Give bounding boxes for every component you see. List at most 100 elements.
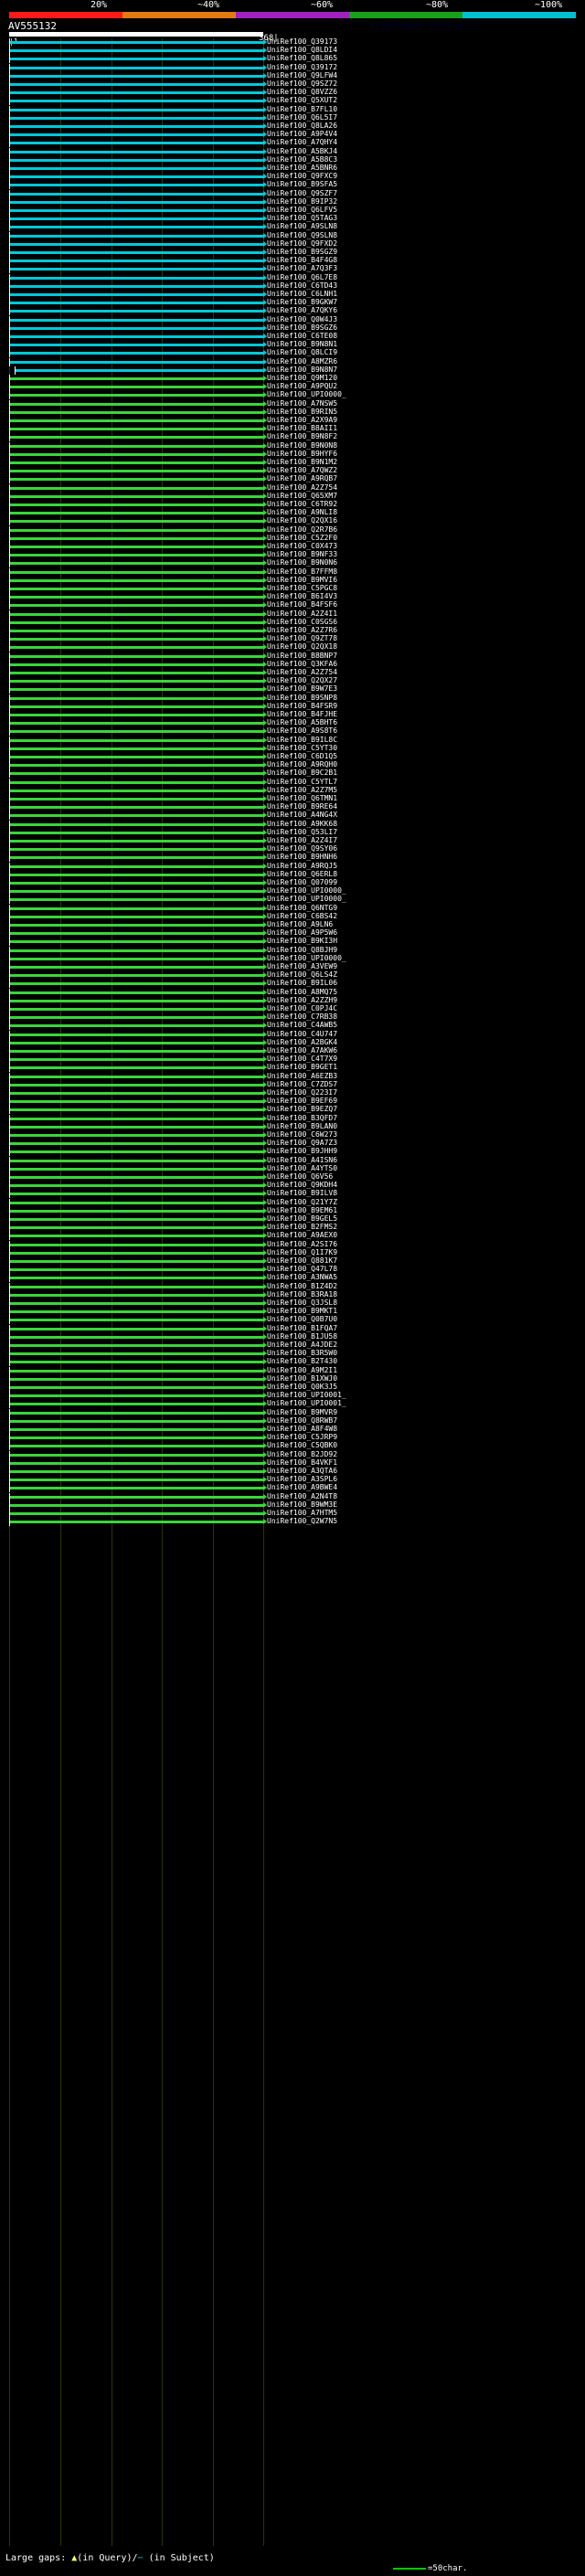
hsp-bar[interactable]: [9, 251, 263, 254]
hit-track[interactable]: [9, 223, 263, 232]
hit-track[interactable]: [9, 1383, 263, 1392]
hit-row[interactable]: UniRef100_B9EZQ7: [0, 1105, 585, 1115]
hit-track[interactable]: [9, 971, 263, 981]
hit-track[interactable]: [9, 669, 263, 677]
hit-row[interactable]: UniRef100_B4VKF1: [0, 1458, 585, 1468]
hit-track[interactable]: [9, 1106, 263, 1115]
hit-track[interactable]: [9, 459, 263, 467]
hit-row[interactable]: UniRef100_A4NG4X: [0, 811, 585, 821]
hit-track[interactable]: [9, 273, 263, 282]
hit-label[interactable]: UniRef100_B9N8F2: [267, 432, 338, 441]
hsp-bar[interactable]: [9, 1386, 263, 1389]
hit-track[interactable]: [9, 1374, 263, 1383]
hit-label[interactable]: UniRef100_B9HNH6: [267, 853, 338, 862]
hit-label[interactable]: UniRef100_A9LN6: [267, 920, 334, 928]
hit-track[interactable]: [9, 685, 263, 694]
hit-track[interactable]: [9, 501, 263, 509]
hit-row[interactable]: UniRef100_A9RQB7: [0, 474, 585, 484]
hsp-bar[interactable]: [9, 714, 263, 716]
hit-row[interactable]: UniRef100_B9KI3H: [0, 937, 585, 947]
hsp-bar[interactable]: [9, 738, 263, 742]
hit-label[interactable]: UniRef100_A8MQ75: [267, 987, 338, 996]
hsp-bar[interactable]: [9, 1075, 263, 1078]
hit-track[interactable]: [9, 736, 263, 745]
hit-row[interactable]: UniRef100_B6I4V3: [0, 592, 585, 602]
hsp-bar[interactable]: [9, 302, 263, 305]
hit-track[interactable]: [9, 1198, 263, 1207]
hit-label[interactable]: UniRef100_B9N1M2: [267, 458, 338, 466]
hsp-bar[interactable]: [9, 1159, 263, 1162]
hit-row[interactable]: UniRef100_Q6L5I7: [0, 112, 585, 122]
hit-label[interactable]: UniRef100_A9RQJ5: [267, 861, 338, 870]
hit-label[interactable]: UniRef100_B4VKF1: [267, 1458, 338, 1467]
hit-row[interactable]: UniRef100_Q8VZZ6: [0, 88, 585, 98]
hit-row[interactable]: UniRef100_B9W7E3: [0, 684, 585, 694]
hit-row[interactable]: UniRef100_Q8RWB7: [0, 1416, 585, 1426]
hit-label[interactable]: UniRef100_A9PQU2: [267, 382, 338, 391]
hit-row[interactable]: UniRef100_C4T7X9: [0, 1055, 585, 1065]
hsp-bar[interactable]: [9, 1176, 263, 1179]
hit-label[interactable]: UniRef100_Q53LI7: [267, 827, 338, 836]
hit-row[interactable]: UniRef100_B9N0N6: [0, 558, 585, 568]
hit-row[interactable]: UniRef100_C0SGS6: [0, 618, 585, 627]
hit-label[interactable]: UniRef100_B9N8N7: [267, 365, 338, 374]
hit-label[interactable]: UniRef100_C7RB38: [267, 1012, 338, 1022]
hit-row[interactable]: UniRef100_B9RE64: [0, 802, 585, 812]
hsp-bar[interactable]: [9, 1403, 263, 1406]
hit-label[interactable]: UniRef100_A8F4W8: [267, 1425, 338, 1433]
hit-track[interactable]: [9, 677, 263, 686]
hit-label[interactable]: UniRef100_C5QBK0: [267, 1441, 338, 1450]
hit-label[interactable]: UniRef100_B9N8N1: [267, 340, 338, 349]
hit-track[interactable]: [9, 635, 263, 644]
hit-track[interactable]: [9, 601, 263, 610]
hit-row[interactable]: UniRef100_A5BKJ4: [0, 146, 585, 156]
hit-track[interactable]: [9, 1476, 263, 1485]
hit-track[interactable]: [9, 450, 263, 459]
hsp-bar[interactable]: [9, 1461, 263, 1465]
hit-track[interactable]: [9, 1257, 263, 1266]
hit-row[interactable]: UniRef100_B2FMS2: [0, 1223, 585, 1233]
hit-track[interactable]: [9, 357, 263, 366]
hsp-bar[interactable]: [9, 226, 263, 229]
hit-label[interactable]: UniRef100_C5Z2F0: [267, 533, 338, 542]
hit-track[interactable]: [9, 1240, 263, 1249]
hit-label[interactable]: UniRef100_Q39172: [267, 62, 338, 71]
hsp-bar[interactable]: [9, 915, 263, 918]
hsp-bar[interactable]: [9, 268, 263, 271]
hit-track[interactable]: [9, 341, 263, 350]
hit-label[interactable]: UniRef100_A4ISN6: [267, 1155, 338, 1164]
hit-row[interactable]: UniRef100_Q9SZF7: [0, 189, 585, 198]
hit-row[interactable]: UniRef100_Q1I7K9: [0, 1248, 585, 1257]
hit-label[interactable]: UniRef100_B9IL8C: [267, 735, 338, 744]
hit-row[interactable]: UniRef100_A2Z7M5: [0, 786, 585, 795]
hsp-bar[interactable]: [9, 1125, 263, 1129]
hsp-bar[interactable]: [9, 74, 263, 78]
hit-track[interactable]: [9, 694, 263, 703]
hit-label[interactable]: UniRef100_Q6L5I7: [267, 112, 338, 122]
hit-track[interactable]: [9, 593, 263, 602]
hit-track[interactable]: [9, 1400, 263, 1409]
hit-track[interactable]: [9, 1190, 263, 1199]
hit-row[interactable]: UniRef100_Q39173: [0, 37, 585, 47]
hit-row[interactable]: UniRef100_B9SNP8: [0, 694, 585, 703]
hit-row[interactable]: UniRef100_B9GEL5: [0, 1214, 585, 1224]
hsp-bar[interactable]: [9, 1352, 263, 1356]
hit-track[interactable]: [9, 299, 263, 308]
hit-row[interactable]: UniRef100_A9BWE4: [0, 1483, 585, 1493]
hsp-bar[interactable]: [9, 630, 263, 632]
hsp-bar[interactable]: [9, 1470, 263, 1473]
hit-row[interactable]: UniRef100_A9RQH0: [0, 760, 585, 770]
hsp-bar[interactable]: [9, 848, 263, 852]
hit-track[interactable]: [9, 1341, 263, 1350]
hit-label[interactable]: UniRef100_A5BKJ4: [267, 146, 338, 155]
hit-row[interactable]: UniRef100_A7NSW5: [0, 399, 585, 408]
hit-track[interactable]: [9, 417, 263, 425]
hit-label[interactable]: UniRef100_C4T7X9: [267, 1055, 338, 1064]
hsp-bar[interactable]: [9, 352, 263, 355]
hsp-bar[interactable]: [9, 680, 263, 684]
hit-row[interactable]: UniRef100_B9N8F2: [0, 432, 585, 442]
hit-track[interactable]: [9, 652, 263, 661]
hsp-bar[interactable]: [9, 1335, 263, 1339]
hit-track[interactable]: [9, 795, 263, 803]
hit-label[interactable]: UniRef100_Q881K7: [267, 1256, 338, 1265]
